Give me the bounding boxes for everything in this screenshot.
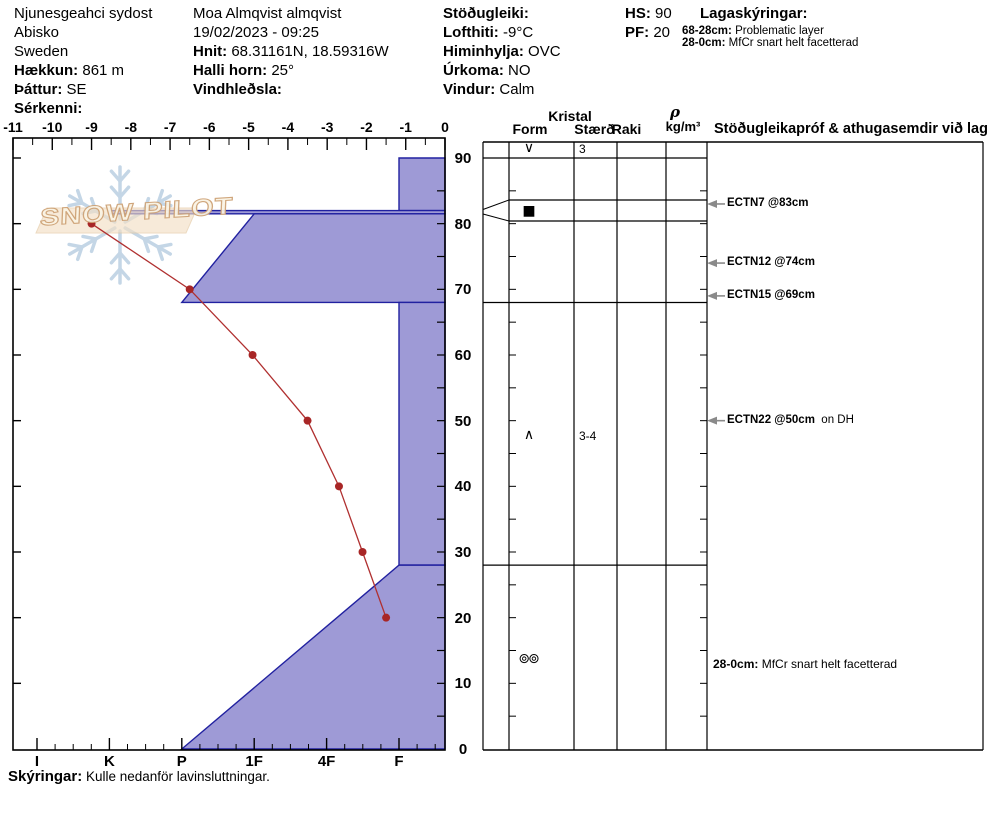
- stability-test-label: ECTN15 @69cm: [727, 288, 815, 301]
- snow-layer-0: [398, 157, 446, 212]
- footer-value: Kulle nedanför lavinsluttningar.: [85, 769, 270, 784]
- hardness-axis-label: 1F: [245, 753, 263, 770]
- hardness-axis-label: F: [394, 753, 404, 770]
- snow-layer-2: [180, 213, 446, 304]
- header-conditions-line: Lofthiti: -9°C: [443, 24, 534, 41]
- height-axis-label: 40: [454, 478, 472, 496]
- layer-note: 68-28cm: Problematic layer: [682, 25, 824, 37]
- height-axis-label: 80: [454, 215, 472, 233]
- crystal-form-symbol: ∧: [523, 426, 534, 443]
- footer-note: Skýringar: Kulle nedanför lavinsluttning…: [8, 768, 270, 785]
- watermark-band: [35, 207, 198, 234]
- height-axis-label: 50: [454, 412, 472, 430]
- header-hs-pf-line: PF: 20: [625, 24, 671, 41]
- layer-note: 28-0cm: MfCr snart helt facetterad: [682, 37, 859, 49]
- test-arrow-head: [707, 291, 717, 300]
- thin-layer-bracket: [482, 213, 510, 222]
- table-header-staerd: Stærð: [574, 121, 615, 137]
- height-axis-label: 20: [454, 609, 472, 627]
- hardness-axis-label: K: [103, 753, 115, 770]
- height-axis-label: 0: [458, 741, 468, 758]
- stability-test-label: ECTN22 @50cm on DH: [727, 413, 854, 426]
- crystal-size-value: 3-4: [579, 428, 597, 443]
- snow-layer-3: [398, 301, 446, 566]
- temperature-point: [87, 219, 96, 228]
- crystal-form-symbol: ⊚⊚: [518, 651, 539, 668]
- header-location-line: Abisko: [14, 24, 60, 41]
- test-arrow-head: [707, 259, 717, 268]
- header-observer-line: Vindhleðsla:: [193, 81, 282, 98]
- table-header-raki: Raki: [611, 121, 642, 137]
- temp-axis-label: -7: [163, 119, 177, 135]
- temperature-point: [334, 482, 343, 491]
- footer-label: Skýringar:: [8, 768, 83, 785]
- crystal-form-symbol: ■: [522, 202, 535, 219]
- height-axis-label: 10: [454, 675, 472, 693]
- temp-axis-label: -10: [42, 119, 63, 135]
- header-observer-line: Halli horn: 25°: [193, 62, 295, 79]
- height-axis-label: 60: [454, 346, 472, 364]
- temp-axis-label: -1: [399, 119, 412, 135]
- header-observer-line: Hnit: 68.31161N, 18.59316W: [193, 43, 389, 60]
- hardness-axis-label: 4F: [317, 753, 336, 770]
- temperature-point: [358, 547, 367, 556]
- header-location-line: Sérkenni:: [14, 100, 83, 117]
- header-conditions-line: Vindur: Calm: [443, 81, 535, 98]
- temp-axis-label: -5: [242, 119, 255, 135]
- temperature-point: [382, 613, 391, 622]
- temp-axis-label: 0: [441, 119, 449, 135]
- height-axis-label: 90: [454, 149, 472, 167]
- temp-axis-label: -4: [281, 119, 295, 135]
- thin-layer-bracket: [482, 199, 510, 210]
- header-location-line: Njunesgeahci sydost: [14, 5, 153, 22]
- temperature-point: [185, 285, 194, 294]
- temp-axis-label: -3: [320, 119, 334, 135]
- header-location-line: Sweden: [14, 43, 69, 60]
- snow-layer-4: [179, 564, 446, 750]
- hardness-axis-label: I: [34, 753, 40, 770]
- test-arrow-head: [707, 199, 717, 208]
- table-header-rho: ρ: [670, 103, 680, 121]
- temp-axis-label: -8: [124, 119, 138, 135]
- header-observer-line: 19/02/2023 - 09:25: [193, 24, 319, 41]
- header-conditions-line: Himinhylja: OVC: [443, 43, 561, 60]
- height-axis-label: 70: [454, 281, 472, 299]
- stability-test-label: ECTN7 @83cm: [727, 196, 809, 209]
- header-hs-pf-line: HS: 90: [625, 5, 672, 22]
- crystal-size-value: 3: [579, 142, 586, 157]
- temperature-point: [303, 416, 312, 425]
- temperature-point: [248, 350, 257, 359]
- header-observer-line: Moa Almqvist almqvist: [193, 5, 342, 22]
- temp-axis-label: -9: [85, 119, 98, 135]
- table-header-kristal: Kristal: [548, 108, 592, 124]
- temp-axis-label: -2: [360, 119, 373, 135]
- crystal-form-symbol: ∨: [523, 140, 534, 157]
- layer-comment: 28-0cm: MfCr snart helt facetterad: [713, 656, 898, 671]
- temp-axis-label: -6: [203, 119, 216, 135]
- temp-axis-label: -11: [3, 119, 23, 135]
- header-conditions-line: Stöðugleiki:: [443, 5, 529, 22]
- header-location-line: Þáttur: SE: [14, 81, 87, 98]
- test-arrow-head: [707, 416, 717, 425]
- stability-test-label: ECTN12 @74cm: [727, 256, 815, 269]
- layer-notes-title: Lagaskýringar:: [700, 5, 808, 22]
- header-location-line: Hækkun: 861 m: [14, 62, 125, 79]
- table-header-comments: Stöðugleikapróf & athugasemdir við lag: [714, 121, 988, 137]
- height-axis-label: 30: [454, 543, 472, 561]
- hardness-axis-label: P: [176, 753, 187, 770]
- table-header-form: Form: [512, 121, 548, 137]
- header-conditions-line: Úrkoma: NO: [443, 62, 531, 79]
- table-header-rho-unit: kg/m³: [665, 119, 701, 134]
